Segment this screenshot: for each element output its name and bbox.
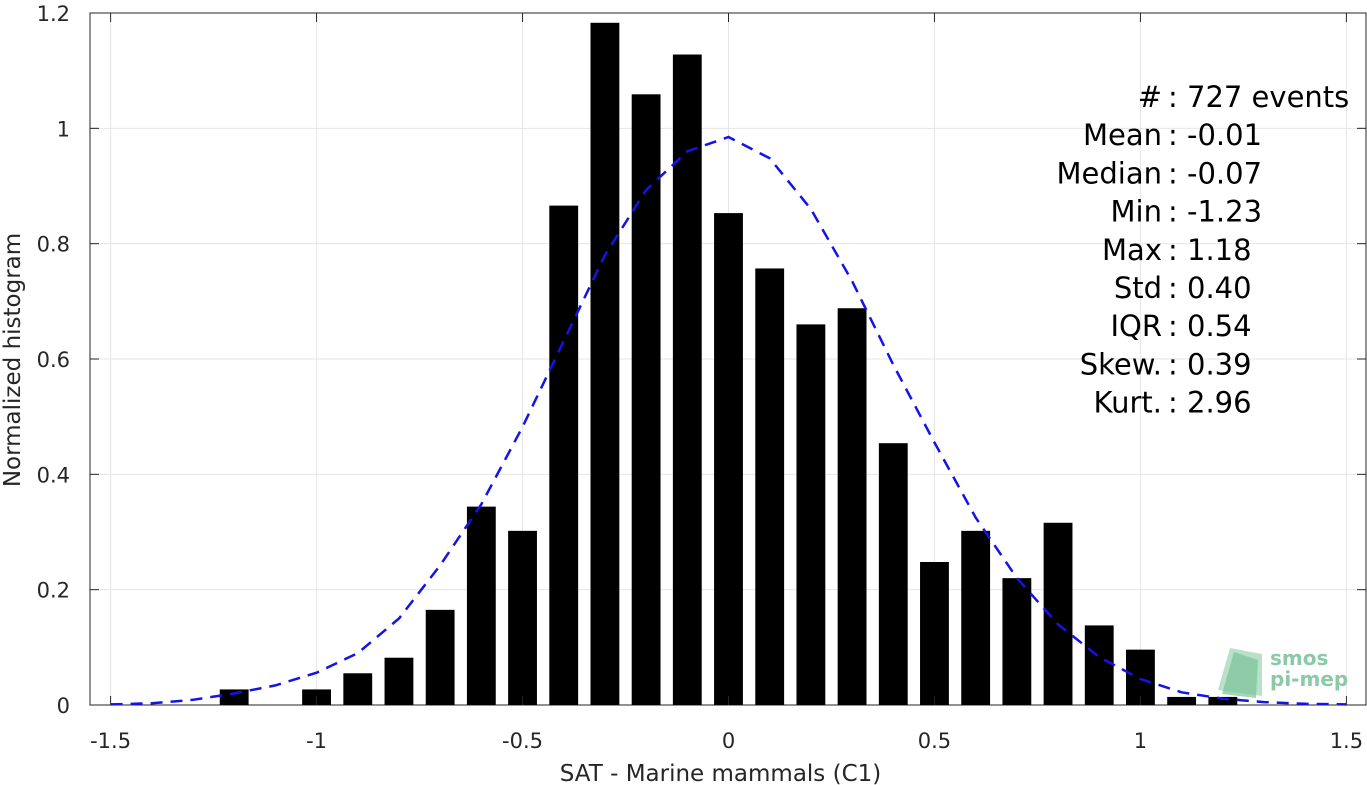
histogram-bar [878, 443, 908, 705]
stats-label: Median [1057, 156, 1162, 190]
histogram-bar [796, 324, 826, 705]
logo-line-1: smos [1270, 646, 1328, 670]
y-axis-label: Normalized histogram [0, 233, 26, 487]
stats-label: Min [1111, 195, 1162, 229]
fit-curve [110, 135, 1347, 706]
histogram-bars [219, 22, 1238, 705]
x-tick-label: 0 [722, 729, 735, 753]
histogram-bar [1002, 578, 1032, 705]
x-tick-label: 0.5 [918, 729, 951, 753]
stats-value: : -1.23 [1168, 195, 1262, 229]
histogram-bar [672, 54, 702, 705]
y-tick-label: 1.2 [37, 2, 70, 26]
x-axis-label: SAT - Marine mammals (C1) [560, 761, 882, 785]
histogram-bar [1208, 696, 1238, 705]
logo-line-2: pi-mep [1270, 667, 1348, 691]
x-tick-labels: -1.5 -1 -0.5 0 0.5 1 1.5 [90, 729, 1363, 753]
histogram-bar [961, 530, 991, 705]
y-tick-label: 0.8 [37, 233, 70, 257]
histogram-bar [837, 308, 867, 705]
stats-label: Max [1102, 233, 1162, 267]
y-tick-label: 0 [57, 694, 70, 718]
smos-pimep-logo: smos pi-mep [1218, 646, 1348, 698]
histogram-bar [466, 506, 496, 705]
stats-label: Skew. [1080, 347, 1162, 381]
histogram-bar [1084, 625, 1114, 705]
histogram-bar [1167, 696, 1197, 705]
y-tick-labels: 0 0.2 0.4 0.6 0.8 1 1.2 [37, 2, 70, 718]
stats-label: # [1138, 80, 1162, 114]
histogram-bar [508, 530, 537, 705]
histogram-bar [920, 561, 949, 705]
y-tick-label: 0.6 [37, 348, 70, 372]
axis-ticks [90, 12, 1366, 706]
x-tick-label: -0.5 [502, 729, 543, 753]
stats-value: : 2.96 [1168, 386, 1252, 420]
y-tick-label: 1 [57, 117, 70, 141]
stats-value: : -0.07 [1168, 156, 1262, 190]
histogram-bar [384, 657, 414, 705]
stats-value: : 0.39 [1168, 347, 1252, 381]
histogram-bar [425, 609, 455, 705]
stats-label: Mean [1083, 118, 1162, 152]
histogram-bar [714, 213, 743, 705]
stats-label: IQR [1110, 309, 1162, 343]
x-tick-label: 1 [1134, 729, 1147, 753]
stats-value: : -0.01 [1168, 118, 1262, 152]
stats-label: Std [1114, 271, 1162, 305]
histogram-bar [1126, 649, 1155, 705]
y-tick-label: 0.4 [37, 463, 70, 487]
y-tick-label: 0.2 [37, 579, 70, 603]
histogram-bar [590, 22, 620, 705]
histogram-bar [631, 94, 661, 705]
stats-value: : 0.54 [1168, 309, 1252, 343]
x-tick-label: -1 [306, 729, 327, 753]
stats-value: : 1.18 [1168, 233, 1252, 267]
stats-value: : 727 events [1168, 80, 1349, 114]
histogram-bar [343, 673, 373, 705]
stats-value: : 0.40 [1168, 271, 1252, 305]
histogram-bar [549, 205, 579, 705]
histogram-bar [219, 689, 249, 705]
stats-label: Kurt. [1094, 386, 1162, 420]
x-tick-label: -1.5 [90, 729, 131, 753]
histogram-bar [755, 268, 785, 705]
x-tick-label: 1.5 [1330, 729, 1363, 753]
